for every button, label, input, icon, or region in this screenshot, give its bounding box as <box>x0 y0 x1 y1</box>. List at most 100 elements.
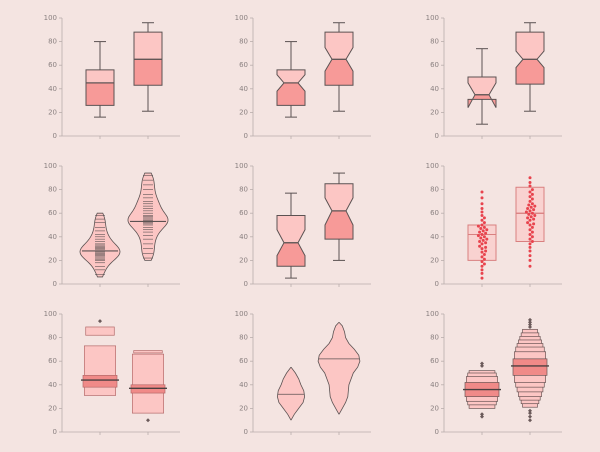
y-tick-label: 80 <box>48 334 57 342</box>
swarm-point <box>480 202 484 206</box>
y-tick-label: 80 <box>48 38 57 46</box>
y-tick-label: 100 <box>44 310 57 318</box>
swarm-point <box>480 206 484 210</box>
swarm-point <box>485 228 489 232</box>
outlier <box>528 408 532 413</box>
y-tick-label: 100 <box>235 162 248 170</box>
box-upper <box>85 69 115 84</box>
swarm-point <box>532 222 536 226</box>
y-tick-label: 0 <box>435 132 439 140</box>
box-lower <box>324 58 354 86</box>
swarm-point <box>524 210 528 214</box>
outlier <box>528 322 532 327</box>
swarm-point <box>528 245 532 249</box>
swarm-point <box>480 276 484 280</box>
y-tick-label: 0 <box>53 280 57 288</box>
swarm-point <box>530 192 534 196</box>
swarm-point <box>528 190 532 194</box>
box-lower <box>276 82 306 106</box>
swarm-point <box>528 249 532 253</box>
swarm-point <box>480 218 484 222</box>
y-tick-label: 20 <box>239 404 248 412</box>
swarm-point <box>532 208 536 212</box>
swarm-point <box>528 264 532 268</box>
y-tick-label: 40 <box>48 381 57 389</box>
y-tick-label: 40 <box>239 85 248 93</box>
outlier <box>480 414 484 419</box>
letter-box <box>133 350 163 354</box>
outlier <box>528 411 532 416</box>
swarm-point <box>526 206 530 210</box>
y-tick-label: 0 <box>435 428 439 436</box>
letter-box <box>132 353 164 414</box>
violin-half <box>338 321 361 415</box>
y-tick-label: 0 <box>53 428 57 436</box>
outlier <box>528 418 532 423</box>
outlier <box>146 418 150 423</box>
swarm-point <box>530 188 534 192</box>
y-tick-label: 60 <box>430 357 439 365</box>
swarm-point <box>533 204 537 208</box>
swarm-point <box>482 221 486 225</box>
swarm-point <box>478 230 482 234</box>
swarm-point <box>484 249 488 253</box>
y-tick-label: 60 <box>239 61 248 69</box>
swarm-point <box>476 224 480 228</box>
swarm-point <box>484 231 488 235</box>
box-upper <box>133 31 163 60</box>
outlier <box>480 363 484 368</box>
y-tick-label: 60 <box>430 61 439 69</box>
swarm-point <box>480 196 484 200</box>
y-tick-label: 0 <box>53 132 57 140</box>
swarm-point <box>528 232 532 236</box>
box-lower <box>515 58 545 85</box>
y-tick-label: 40 <box>48 85 57 93</box>
outlier <box>480 361 484 366</box>
swarm-point <box>482 235 486 239</box>
swarm-point <box>480 255 484 259</box>
swarm-point <box>528 195 532 199</box>
swarm-point <box>480 214 484 218</box>
outlier <box>480 412 484 417</box>
swarm-point <box>482 225 486 229</box>
y-tick-label: 100 <box>426 14 439 22</box>
swarm-point <box>528 242 532 246</box>
swarm-point <box>482 216 486 220</box>
swarm-point <box>480 264 484 268</box>
swarm-point <box>480 232 484 236</box>
swarm-point <box>528 209 532 213</box>
box-upper <box>324 31 354 60</box>
y-tick-label: 20 <box>430 256 439 264</box>
letter-box <box>512 358 548 376</box>
y-tick-label: 40 <box>239 381 248 389</box>
y-tick-label: 0 <box>244 280 248 288</box>
swarm-point <box>480 268 484 272</box>
y-tick-label: 100 <box>426 310 439 318</box>
outlier <box>98 319 102 324</box>
swarm-point <box>533 214 537 218</box>
y-tick-label: 0 <box>244 132 248 140</box>
y-tick-label: 20 <box>239 256 248 264</box>
y-tick-label: 20 <box>48 404 57 412</box>
violin-half <box>290 366 306 421</box>
y-tick-label: 20 <box>239 108 248 116</box>
swarm-point <box>527 212 531 216</box>
swarm-point <box>528 176 532 180</box>
swarm-point <box>528 237 532 241</box>
y-tick-label: 80 <box>430 186 439 194</box>
swarm-point <box>530 225 534 229</box>
swarm-point <box>530 211 534 215</box>
y-tick-label: 60 <box>48 209 57 217</box>
swarm-point <box>528 228 532 232</box>
y-tick-label: 20 <box>48 108 57 116</box>
y-tick-label: 60 <box>239 209 248 217</box>
swarm-point <box>529 205 533 209</box>
y-tick-label: 80 <box>430 38 439 46</box>
swarm-point <box>480 223 484 227</box>
swarm-point <box>527 203 531 207</box>
y-tick-label: 100 <box>44 162 57 170</box>
y-tick-label: 40 <box>430 85 439 93</box>
swarm-point <box>530 230 534 234</box>
swarm-point <box>528 199 532 203</box>
swarm-point <box>530 202 534 206</box>
